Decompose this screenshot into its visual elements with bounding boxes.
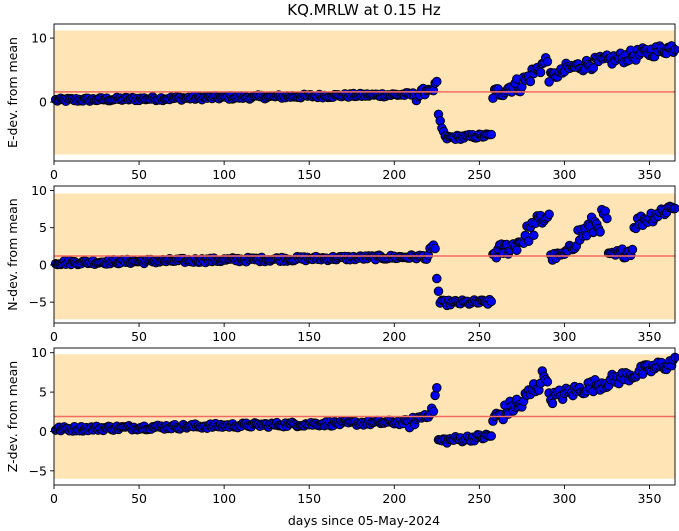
data-point bbox=[486, 129, 497, 140]
y-tick-label: 0 bbox=[39, 424, 47, 439]
y-axis-label: Z-dev. from mean bbox=[5, 361, 20, 472]
x-tick-label: 0 bbox=[50, 329, 58, 344]
x-tick-label: 200 bbox=[382, 491, 406, 506]
x-tick-label: 300 bbox=[552, 167, 576, 182]
x-tick-label: 350 bbox=[638, 167, 662, 182]
y-tick-label: 10 bbox=[31, 183, 47, 198]
data-point bbox=[523, 236, 534, 247]
x-tick-label: 300 bbox=[552, 329, 576, 344]
data-point bbox=[544, 209, 554, 220]
data-point bbox=[525, 76, 536, 87]
data-point bbox=[430, 243, 440, 254]
x-tick-label: 200 bbox=[382, 167, 406, 182]
chart-title: KQ.MRLW at 0.15 Hz bbox=[287, 1, 441, 19]
y-tick-label: −5 bbox=[29, 463, 47, 478]
y-tick-label: 0 bbox=[39, 95, 47, 110]
data-point bbox=[529, 230, 539, 241]
y-tick-label: 10 bbox=[31, 345, 47, 360]
x-tick-label: 50 bbox=[131, 491, 147, 506]
data-point bbox=[432, 273, 442, 284]
data-point bbox=[627, 244, 638, 255]
y-tick-label: −5 bbox=[29, 295, 47, 310]
x-tick-label: 350 bbox=[638, 491, 662, 506]
data-point bbox=[433, 286, 444, 296]
data-points bbox=[50, 201, 679, 311]
y-tick-label: 5 bbox=[39, 385, 47, 400]
y-tick-label: 5 bbox=[39, 220, 47, 235]
x-tick-label: 200 bbox=[382, 329, 406, 344]
panel-2: 0 50 100 150 200 250 300 350 −5 0 5 10 N-dev. from m… bbox=[5, 183, 679, 344]
data-points bbox=[50, 352, 679, 448]
data-point bbox=[486, 431, 497, 441]
x-tick-label: 50 bbox=[131, 167, 147, 182]
data-point bbox=[544, 77, 554, 87]
x-tick-label: 0 bbox=[50, 167, 58, 182]
x-tick-label: 50 bbox=[131, 329, 147, 344]
x-tick-label: 150 bbox=[297, 329, 321, 344]
data-point bbox=[428, 406, 439, 417]
data-point bbox=[486, 296, 497, 307]
data-point bbox=[432, 76, 442, 87]
data-point bbox=[588, 63, 599, 73]
x-tick-label: 100 bbox=[212, 329, 236, 344]
axes-frame bbox=[53, 185, 676, 324]
data-point bbox=[432, 383, 442, 393]
x-tick-label: 250 bbox=[467, 167, 491, 182]
y-axis-label: E-dev. from mean bbox=[5, 37, 20, 148]
panel-1: 0 50 100 150 200 250 300 350 0 10 E-dev. from mean bbox=[5, 23, 679, 182]
data-point bbox=[602, 213, 612, 224]
data-point bbox=[542, 56, 553, 67]
x-tick-label: 350 bbox=[638, 329, 662, 344]
x-tick-label: 100 bbox=[212, 491, 236, 506]
x-tick-label: 150 bbox=[297, 491, 321, 506]
axes-frame bbox=[53, 347, 676, 486]
x-tick-label: 300 bbox=[552, 491, 576, 506]
data-point bbox=[512, 245, 522, 255]
data-point bbox=[547, 398, 558, 409]
y-axis-label: N-dev. from mean bbox=[5, 198, 20, 310]
x-tick-label: 100 bbox=[212, 167, 236, 182]
y-tick-label: 0 bbox=[39, 257, 47, 272]
data-point bbox=[535, 67, 546, 78]
y-tick-label: 10 bbox=[31, 31, 47, 46]
x-tick-label: 0 bbox=[50, 491, 58, 506]
x-tick-label: 250 bbox=[467, 491, 491, 506]
data-points bbox=[50, 41, 679, 144]
axes-frame bbox=[53, 23, 676, 162]
x-tick-label: 250 bbox=[467, 329, 491, 344]
data-point bbox=[542, 377, 553, 387]
data-point bbox=[595, 227, 605, 237]
x-tick-label: 150 bbox=[297, 167, 321, 182]
x-axis-label: days since 05-May-2024 bbox=[288, 513, 440, 528]
